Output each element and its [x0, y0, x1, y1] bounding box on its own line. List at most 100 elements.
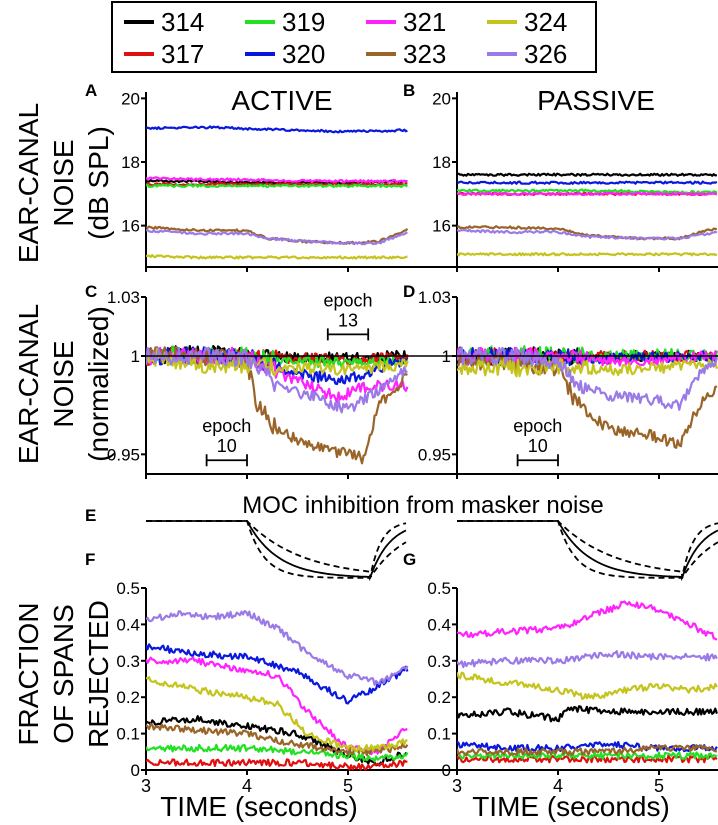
y-tick-label-G-1: 0.1	[427, 725, 451, 744]
series-line-F-319	[146, 743, 409, 763]
x-tick-label-G-2: 5	[654, 776, 664, 796]
series-group-D	[457, 345, 718, 449]
row-label-fraction-1: OF SPANS	[48, 604, 79, 744]
moc-curve-active-2	[146, 520, 407, 579]
series-line-B-314	[457, 172, 718, 177]
row-label-noise-norm-2: (normalized)	[83, 306, 114, 462]
y-tick-label-B-1: 18	[432, 153, 451, 172]
panel-letter-D: D	[403, 282, 415, 301]
column-title-passive: PASSIVE	[537, 85, 655, 116]
y-tick-label-D-0: 0.95	[418, 445, 451, 464]
moc-curve-passive-1	[457, 520, 718, 579]
series-line-B-326	[457, 228, 718, 241]
row-label-noise-norm-1: NOISE	[48, 340, 79, 427]
moc-curve-active-1	[146, 520, 407, 579]
x-axis-label-G: TIME (seconds)	[472, 791, 670, 822]
series-line-G-324	[457, 671, 718, 701]
panel-letter-E: E	[85, 506, 96, 525]
series-line-D-324	[457, 356, 718, 378]
row-label-fraction-2: REJECTED	[83, 600, 114, 748]
x-axis-label-F: TIME (seconds)	[160, 791, 358, 822]
y-tick-label-C-2: 1.03	[107, 288, 140, 307]
moc-curve-passive-0	[457, 520, 718, 582]
y-tick-label-F-5: 0.5	[116, 579, 140, 598]
moc-label: MOC inhibition from masker noise	[242, 492, 603, 519]
panels: 1618201618200.9511.0310epoch13epoch0.951…	[107, 89, 718, 822]
legend-box	[111, 1, 597, 73]
series-line-G-317	[457, 754, 718, 764]
y-tick-label-G-0: 0	[442, 761, 451, 780]
y-tick-label-G-3: 0.3	[427, 652, 451, 671]
epoch-number-C-0: 10	[217, 436, 237, 456]
series-line-F-323	[146, 722, 409, 757]
series-group-B	[457, 172, 718, 257]
y-tick-label-A-1: 18	[121, 153, 140, 172]
epoch-word-D-0: epoch	[513, 416, 562, 436]
legend-label-321: 321	[403, 7, 446, 37]
series-group-F	[146, 609, 409, 771]
series-line-A-321	[146, 176, 408, 184]
y-tick-label-C-1: 1	[131, 347, 140, 366]
y-tick-label-B-0: 16	[432, 217, 451, 236]
y-tick-label-F-1: 0.1	[116, 725, 140, 744]
row-label-noise-db-2: (dB SPL)	[83, 126, 114, 240]
x-tick-label-G-1: 4	[553, 776, 563, 796]
y-tick-label-A-2: 20	[121, 89, 140, 108]
y-tick-label-C-0: 0.95	[107, 445, 140, 464]
y-tick-label-A-0: 16	[121, 217, 140, 236]
y-tick-label-G-2: 0.2	[427, 688, 451, 707]
panel-letter-G: G	[403, 550, 416, 569]
x-tick-label-F-2: 5	[343, 776, 353, 796]
moc-curve-passive-2	[457, 520, 718, 579]
row-label-noise-db-0: EAR-CANAL	[13, 103, 44, 263]
row-label-noise-db-1: NOISE	[48, 139, 79, 226]
y-tick-label-D-2: 1.03	[418, 288, 451, 307]
series-line-A-320	[146, 125, 408, 134]
moc-schematic	[146, 520, 718, 582]
series-line-A-324	[146, 254, 408, 260]
panel-letter-B: B	[403, 81, 415, 100]
panel-letter-A: A	[85, 81, 97, 100]
series-line-G-321	[457, 600, 718, 641]
series-line-F-324	[146, 676, 408, 753]
panel-B: 16 18 20	[432, 89, 718, 272]
series-line-A-319	[146, 183, 408, 189]
series-line-F-320	[146, 643, 409, 705]
legend-label-319: 319	[282, 7, 325, 37]
y-tick-label-F-2: 0.2	[116, 688, 140, 707]
series-line-D-323	[457, 351, 718, 449]
panel-A: 16 18 20	[121, 89, 718, 272]
epoch-number-C-1: 13	[338, 310, 358, 330]
series-line-G-314	[457, 705, 718, 723]
row-label-noise-norm-0: EAR-CANAL	[13, 304, 44, 464]
y-tick-label-F-4: 0.4	[116, 615, 140, 634]
series-line-B-323	[457, 225, 717, 241]
series-line-C-326	[146, 346, 408, 414]
panel-letter-C: C	[85, 282, 97, 301]
series-group-G	[457, 600, 718, 764]
series-line-B-324	[457, 252, 718, 257]
x-tick-label-G-0: 3	[452, 776, 462, 796]
y-tick-label-F-0: 0	[131, 761, 140, 780]
row-label-fraction-0: FRACTION	[13, 602, 44, 745]
series-line-F-326	[146, 609, 409, 686]
legend-label-317: 317	[161, 39, 204, 69]
series-line-D-326	[457, 346, 718, 411]
moc-curve-active-0	[146, 520, 407, 582]
y-tick-label-B-2: 20	[432, 89, 451, 108]
series-line-A-326	[146, 229, 408, 246]
panel-letter-F: F	[85, 550, 95, 569]
series-group-A	[146, 125, 409, 260]
legend-label-323: 323	[403, 39, 446, 69]
column-title-active: ACTIVE	[231, 85, 332, 116]
y-tick-label-G-4: 0.4	[427, 615, 451, 634]
legend-label-320: 320	[282, 39, 325, 69]
series-line-B-320	[457, 180, 718, 185]
x-tick-label-F-0: 3	[141, 776, 151, 796]
series-line-F-317	[146, 758, 408, 771]
x-tick-label-F-1: 4	[242, 776, 252, 796]
